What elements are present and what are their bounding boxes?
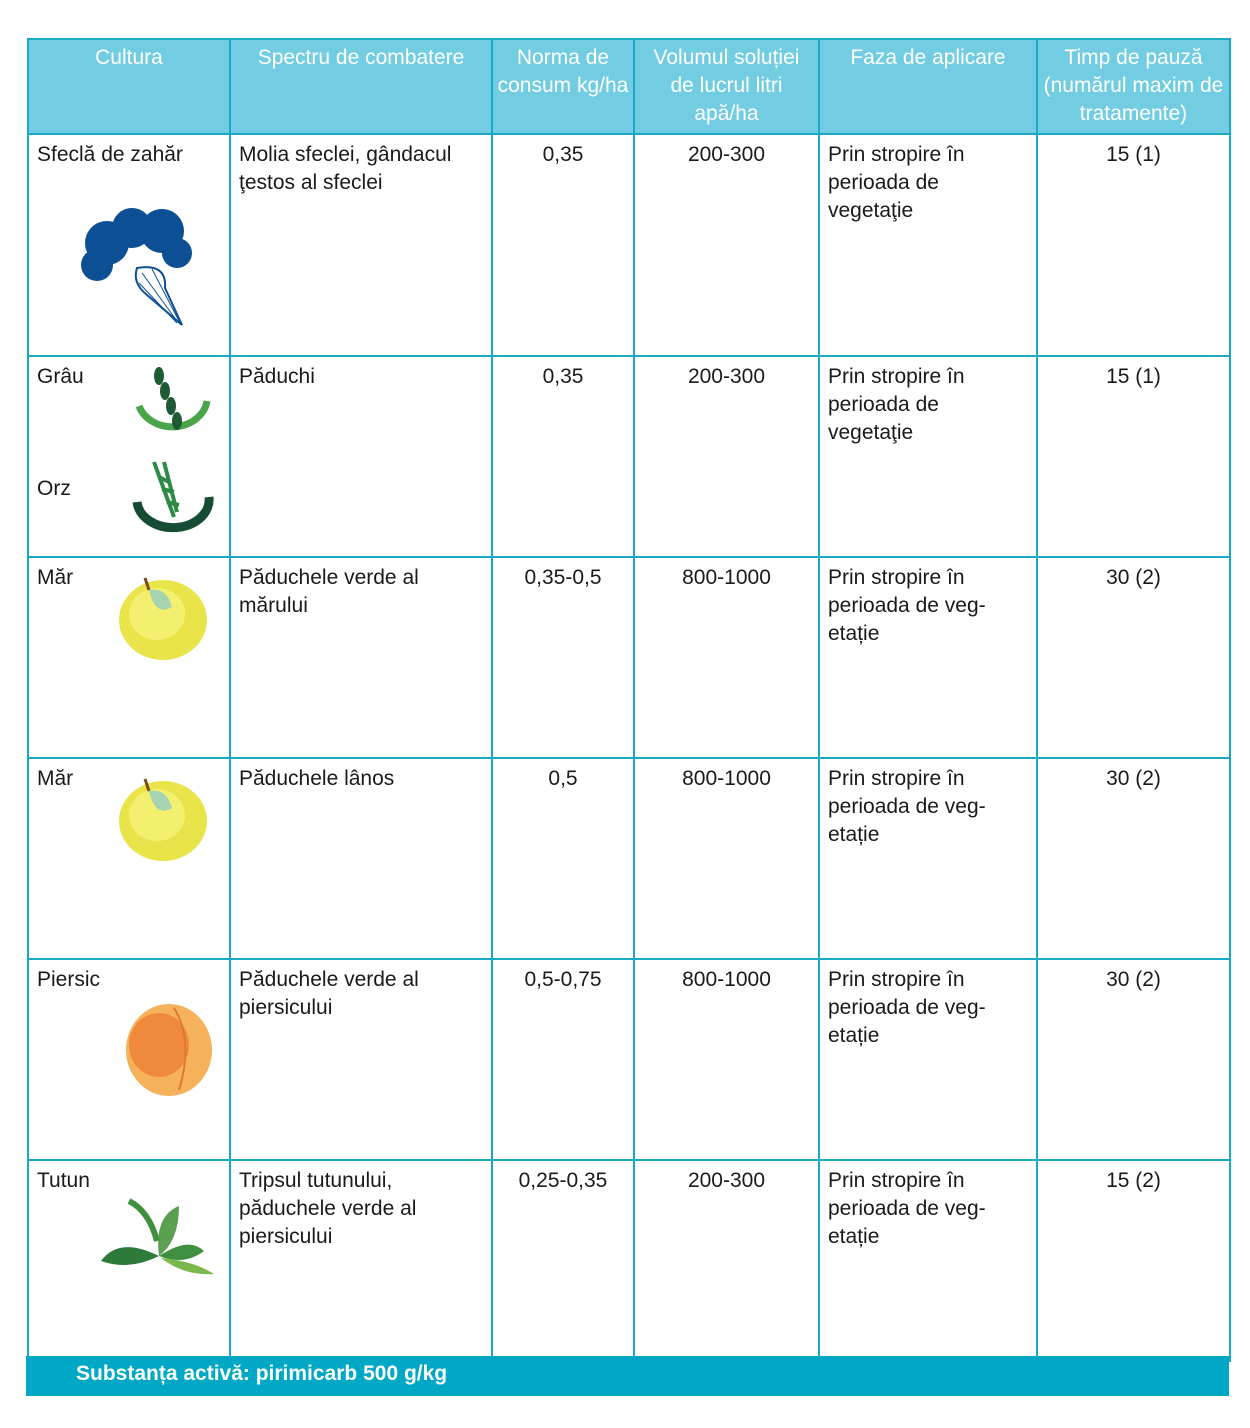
pause-cell: 30 (2) bbox=[1036, 757, 1231, 960]
pause-cell: 15 (1) bbox=[1036, 133, 1231, 357]
crop-name-2: Orz bbox=[37, 477, 71, 500]
phase-cell: Prin stropire în perioada de veg-etație bbox=[818, 958, 1038, 1161]
dose-cell: 0,25-0,35 bbox=[491, 1159, 635, 1362]
header-pause: Timp de pauză (numărul maxim de tratamen… bbox=[1036, 38, 1231, 135]
crop-cell: Piersic bbox=[27, 958, 231, 1161]
table-row: Piersic Păduchele verde al piersicului 0,5… bbox=[27, 958, 1231, 1161]
header-crop: Cultura bbox=[27, 38, 231, 135]
header-pest: Spectru de combatere bbox=[229, 38, 493, 135]
crop-cell: Tutun bbox=[27, 1159, 231, 1362]
crop-cell: Grâu Orz bbox=[27, 355, 231, 558]
footer-text: Substanța activă: pirimicarb 500 g/kg bbox=[76, 1362, 448, 1385]
crop-name: Tutun bbox=[37, 1169, 90, 1192]
pause-cell: 15 (2) bbox=[1036, 1159, 1231, 1362]
phase-cell: Prin stropire în perioada de veg-etație bbox=[818, 757, 1038, 960]
product-table: Cultura Spectru de combatere Norma de co… bbox=[27, 38, 1231, 1362]
crop-cell: Sfeclă de zahăr bbox=[27, 133, 231, 357]
dose-cell: 0,5 bbox=[491, 757, 635, 960]
crop-cell: Măr bbox=[27, 556, 231, 759]
active-substance-footer: Substanța activă: pirimicarb 500 g/kg bbox=[26, 1356, 1229, 1396]
dose-cell: 0,35-0,5 bbox=[491, 556, 635, 759]
phase-cell: Prin stropire în perioada de vegetaţie bbox=[818, 133, 1038, 357]
volume-cell: 200-300 bbox=[633, 1159, 820, 1362]
dose-cell: 0,5-0,75 bbox=[491, 958, 635, 1161]
crop-name: Grâu bbox=[37, 365, 84, 388]
dose-cell: 0,35 bbox=[491, 133, 635, 357]
table-row: Tutun Tripsul tutunului, păduchele verde … bbox=[27, 1159, 1231, 1362]
header-dose: Norma de consum kg/ha bbox=[491, 38, 635, 135]
table-row: Sfeclă de zahăr Molia sfeclei, gândacul ţ… bbox=[27, 133, 1231, 357]
header-volume: Volumul soluției de lucrul litri apă/ha bbox=[633, 38, 820, 135]
header-phase: Faza de aplicare bbox=[818, 38, 1038, 135]
crop-name: Măr bbox=[37, 566, 74, 589]
crop-cell: Măr bbox=[27, 757, 231, 960]
pest-cell: Păduchele verde al mărului bbox=[229, 556, 493, 759]
pest-cell: Molia sfeclei, gândacul ţestos al sfecle… bbox=[229, 133, 493, 357]
pest-cell: Păduchele lânos bbox=[229, 757, 493, 960]
dose-cell: 0,35 bbox=[491, 355, 635, 558]
volume-cell: 200-300 bbox=[633, 133, 820, 357]
volume-cell: 200-300 bbox=[633, 355, 820, 558]
crop-name: Măr bbox=[37, 767, 74, 790]
pest-cell: Păduchi bbox=[229, 355, 493, 558]
pest-cell: Tripsul tutunului, păduchele verde al pi… bbox=[229, 1159, 493, 1362]
pause-cell: 30 (2) bbox=[1036, 958, 1231, 1161]
volume-cell: 800-1000 bbox=[633, 556, 820, 759]
phase-cell: Prin stropire în perioada de veg-etație bbox=[818, 556, 1038, 759]
table-row: Măr Păduchele verde al mărului 0,35-0,5 800… bbox=[27, 556, 1231, 759]
pause-cell: 30 (2) bbox=[1036, 556, 1231, 759]
pest-cell: Păduchele verde al piersicului bbox=[229, 958, 493, 1161]
table-row: Grâu Orz Păduchi 0,35 200-300 Prin stropire î… bbox=[27, 355, 1231, 558]
header-row: Cultura Spectru de combatere Norma de co… bbox=[27, 38, 1231, 135]
volume-cell: 800-1000 bbox=[633, 958, 820, 1161]
table-row: Măr Păduchele lânos 0,5 800-1000 Prin stropi… bbox=[27, 757, 1231, 960]
phase-cell: Prin stropire în perioada de vegetaţie bbox=[818, 355, 1038, 558]
phase-cell: Prin stropire în perioada de veg-etație bbox=[818, 1159, 1038, 1362]
crop-name: Sfeclă de zahăr bbox=[37, 143, 183, 166]
pause-cell: 15 (1) bbox=[1036, 355, 1231, 558]
crop-name: Piersic bbox=[37, 968, 101, 991]
volume-cell: 800-1000 bbox=[633, 757, 820, 960]
